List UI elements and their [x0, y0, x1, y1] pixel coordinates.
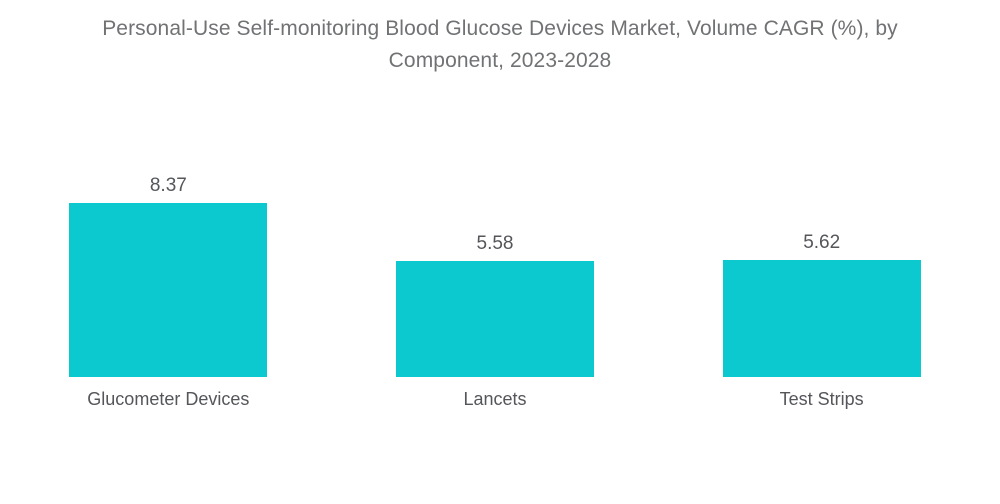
- bar: [69, 203, 268, 377]
- category-label: Lancets: [463, 389, 527, 409]
- bar-group: 5.58 Lancets: [332, 160, 659, 410]
- bar-value-label: 5.58: [476, 233, 514, 254]
- category-label: Glucometer Devices: [87, 389, 250, 409]
- category-label: Test Strips: [779, 389, 864, 409]
- bar-group: 5.62 Test Strips: [658, 160, 985, 410]
- chart-title: Personal-Use Self-monitoring Blood Gluco…: [102, 17, 898, 72]
- bar-value-label: 8.37: [149, 175, 187, 196]
- bar: [396, 261, 594, 377]
- bar-group: 8.37 Glucometer Devices: [5, 160, 332, 410]
- bar: [722, 260, 921, 377]
- bar-value-label: 5.62: [803, 232, 841, 253]
- bar-chart-plot: 8.37 Glucometer Devices 5.58 Lancets 5.62 Tes…: [5, 160, 985, 410]
